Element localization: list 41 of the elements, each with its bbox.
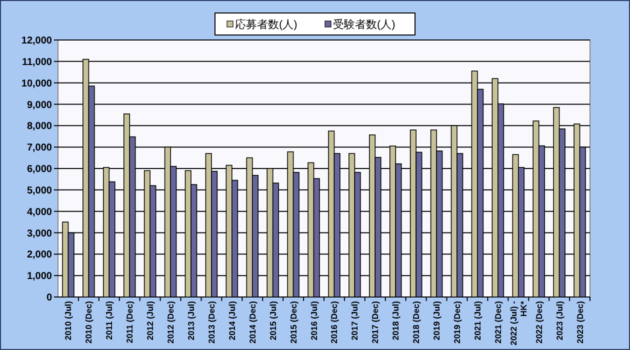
x-tick-label: 2015 (Dec): [288, 300, 298, 344]
x-tick-label: 2017 (Jul): [350, 300, 360, 340]
x-tick-label: 2015 (Jul): [268, 300, 278, 340]
x-tick-label: 2023 (Dec): [574, 300, 585, 344]
y-tick-label: 0: [46, 292, 52, 304]
x-tick-label: 2022 (Jul) - HK*: [508, 300, 528, 346]
y-tick-label: 4,000: [26, 206, 52, 218]
x-tick-label: 2022 (Dec): [534, 300, 544, 344]
x-tick-label: 2021 (Jul): [472, 300, 482, 340]
x-tick-label: 2016 (Jul): [308, 300, 319, 340]
y-tick-label: 6,000: [26, 164, 52, 175]
y-tick-label: 7,000: [26, 142, 52, 154]
x-tick-label: 2013 (Jul): [186, 300, 196, 340]
x-tick-label: 2013 (Dec): [206, 300, 216, 344]
y-tick-label: 10,000: [21, 78, 52, 90]
x-tick-label: 2019 (Jul): [432, 300, 442, 340]
y-tick-label: 12,000: [21, 36, 52, 46]
y-tick-label: 5,000: [26, 185, 52, 196]
x-tick-label: 2019 (Dec): [452, 300, 462, 344]
y-tick-label: 3,000: [26, 228, 52, 240]
legend-label: 受験者数(人): [333, 18, 396, 31]
y-tick-label: 2,000: [26, 250, 52, 261]
x-tick-label: 2011 (Dec): [124, 300, 135, 344]
y-tick-label: 9,000: [26, 100, 52, 111]
x-tick-label: 2018 (Dec): [411, 300, 422, 344]
legend-label: 応募者数(人): [235, 18, 298, 31]
y-tick-label: 11,000: [22, 56, 52, 68]
x-tick-label: 2010 (Dec): [84, 300, 94, 344]
x-tick-label: 2012 (Jul): [145, 300, 156, 340]
x-tick-label: 2014 (Jul): [226, 300, 237, 340]
x-tick-label: 2016 (Dec): [329, 300, 340, 344]
x-tick-label: 2018 (Jul): [390, 300, 401, 340]
y-tick-label: 8,000: [26, 121, 52, 132]
x-tick-label: 2014 (Dec): [247, 300, 258, 344]
x-tick-label: 2021 (Dec): [492, 300, 503, 344]
x-tick-label: 2012 (Dec): [166, 300, 176, 344]
x-tick-label: 2017 (Dec): [370, 300, 380, 344]
x-tick-label: 2011 (Jul): [104, 300, 114, 340]
y-tick-label: 1,000: [26, 271, 52, 282]
x-tick-label: 2010 (Jul): [63, 300, 74, 340]
x-tick-label: 2023 (Jul): [554, 300, 564, 340]
